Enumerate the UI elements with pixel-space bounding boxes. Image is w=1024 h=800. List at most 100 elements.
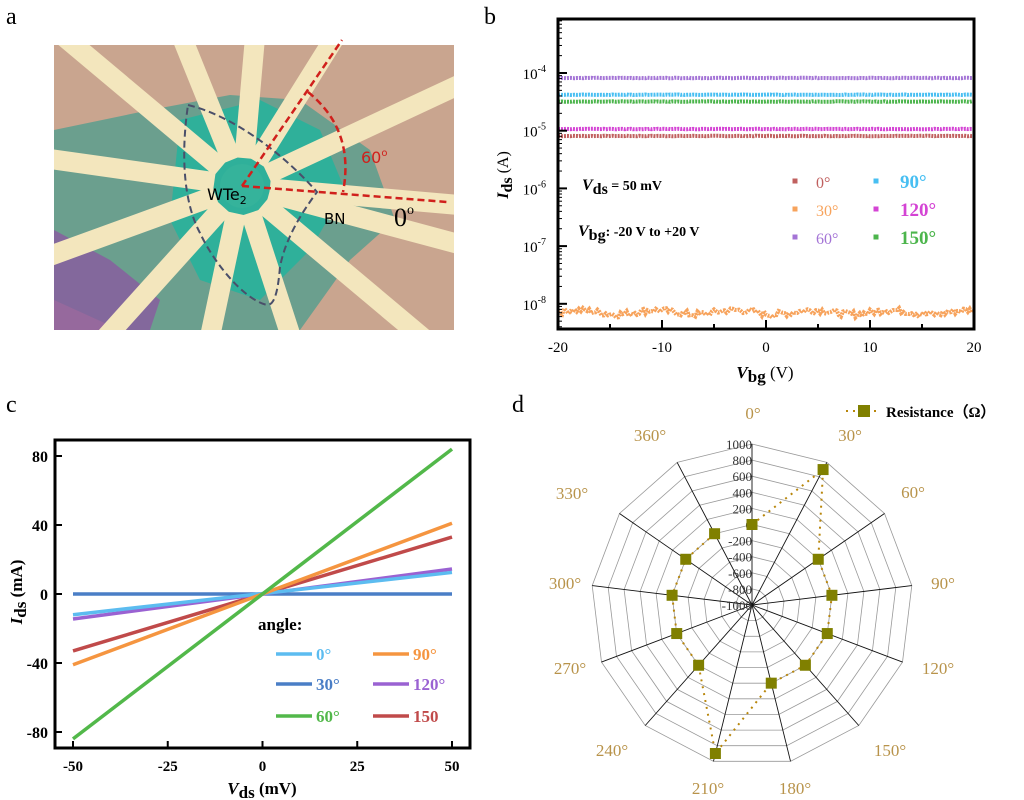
electrode [54, 149, 216, 193]
electrode [54, 186, 220, 266]
panel-d-grid: 10008006004002000-200-400-600-800-1000 [591, 437, 913, 762]
angle-label: 150° [874, 741, 906, 760]
electrode [234, 45, 265, 159]
resistance-marker-5 [799, 659, 811, 671]
series-line-60deg [557, 75, 975, 81]
legend-label: 150 [413, 707, 439, 726]
zero-degree-label: 0o [394, 203, 414, 232]
radar-ring [607, 459, 897, 747]
angle-label: 90° [931, 574, 955, 593]
panel-c-y-axis-label: Ids (mA) [7, 560, 30, 626]
legend-label: 120° [413, 675, 445, 694]
radial-tick-label: -200 [728, 534, 752, 549]
electrode [269, 178, 454, 215]
angle-label: 360° [634, 426, 666, 445]
panel-d-legend: Resistance（Ω） [846, 403, 996, 421]
electrode [266, 183, 454, 254]
panel-c-legend-title: angle: [258, 615, 302, 634]
panel-b-x-axis-label: Vbg (V) [736, 363, 793, 386]
radar-ring [735, 588, 769, 621]
x-tick-label: -25 [158, 759, 178, 775]
y-tick-exponent: -7 [538, 237, 546, 248]
y-tick-label: 10-4 [523, 64, 546, 83]
resistance-marker-11 [680, 553, 692, 565]
angle-label: 300° [549, 574, 581, 593]
electrodes [54, 45, 454, 330]
radar-spoke [751, 462, 828, 606]
panel-label-b: b [484, 4, 496, 30]
zero-degree-axis [241, 184, 448, 204]
panel-c-series [71, 447, 454, 741]
resistance-marker-12 [709, 528, 721, 540]
electrode [201, 211, 246, 330]
resistance-marker-1 [817, 464, 829, 476]
panel-b-vds-annotation: Vds = 50 mV [582, 177, 662, 198]
radar-ring [719, 572, 785, 637]
legend-label: 0° [816, 175, 830, 192]
panel-b-y-axis-label: Ids (A) [495, 151, 516, 200]
angle-label: 0° [745, 404, 760, 423]
radial-tick-label: -800 [728, 582, 752, 597]
electrode [263, 76, 454, 184]
y-tick-base: 10 [523, 125, 538, 141]
resistance-marker-6 [765, 677, 777, 689]
series-line-60deg [71, 447, 454, 741]
series-line-90deg [557, 92, 975, 98]
electrode [248, 45, 342, 168]
panel-c-legend: 0° 30° 60° 90° 120° 150 [276, 645, 445, 726]
legend-label: 90° [413, 645, 437, 664]
y-tick-label: -40 [27, 656, 48, 673]
y-tick-label: 10-7 [523, 237, 546, 256]
legend-label: 0° [316, 645, 331, 664]
y-tick-exponent: -6 [538, 179, 546, 190]
y-tick-base: 10 [523, 67, 538, 83]
resistance-marker-8 [693, 659, 705, 671]
x-tick-label: 50 [445, 759, 460, 775]
legend-label: 150° [900, 228, 936, 249]
y-tick-label: 10-5 [523, 122, 546, 141]
legend-label: 60° [316, 707, 340, 726]
radar-ring [623, 475, 881, 731]
radar-spoke [713, 604, 753, 762]
legend-label: 120° [900, 200, 936, 221]
electrode [241, 209, 300, 330]
legend-marker [873, 206, 879, 212]
electrode [58, 45, 227, 176]
electrode [98, 200, 231, 330]
legend-marker [792, 234, 798, 240]
radar-ring [591, 443, 913, 762]
x-tick-label: -20 [548, 340, 568, 356]
y-tick-base: 10 [523, 182, 538, 198]
device-micrograph: WTe2 BN 60o 0o [54, 39, 454, 330]
angle-arc [307, 91, 347, 193]
panel-d-series [666, 464, 838, 760]
resistance-marker-2 [812, 553, 824, 565]
series-line-120deg [557, 126, 975, 132]
x-tick-label: 20 [967, 340, 982, 356]
y-tick-label: -80 [27, 725, 48, 742]
sixty-degree-axis [240, 39, 344, 187]
radial-tick-label: -1000 [722, 598, 752, 613]
sixty-degree-label: 60o [361, 148, 387, 167]
panel-b-legend: 0° 30° 60° 90° 120° 150° [792, 172, 936, 249]
radar-ring [639, 491, 865, 715]
electrode [174, 45, 241, 164]
y-tick-exponent: -5 [538, 122, 546, 133]
angle-label: 240° [596, 741, 628, 760]
x-tick-label: 25 [350, 759, 365, 775]
radar-ring [687, 540, 817, 668]
angle-label: 180° [779, 779, 811, 798]
y-tick-label: 0 [40, 587, 48, 604]
panel-label-a: a [6, 4, 17, 30]
panel-b-vbg-annotation: Vbg: -20 V to +20 V [578, 223, 700, 244]
legend-label: 60° [816, 231, 838, 248]
radar-ring [703, 556, 801, 653]
flake-outline [183, 103, 319, 307]
angle-label: 270° [554, 659, 586, 678]
resistance-marker-10 [666, 589, 678, 601]
radar-ring [671, 524, 833, 684]
legend-marker [873, 178, 879, 184]
y-tick-base: 10 [523, 298, 538, 314]
